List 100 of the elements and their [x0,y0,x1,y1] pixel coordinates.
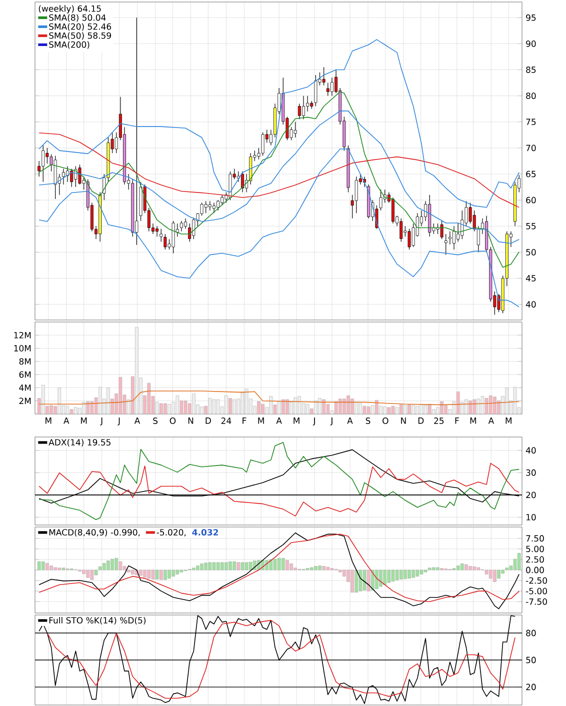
x-tick-label: M [294,418,300,424]
bar [216,562,220,570]
candlestick [444,234,448,256]
bar [236,562,240,570]
y-tick-label: 5.00 [526,546,544,552]
candlestick [66,166,70,182]
bar [404,405,407,414]
candlestick [135,17,138,246]
bar [493,396,496,414]
y-tick-label: 40 [526,447,536,454]
bar [517,552,521,570]
bar [168,570,171,579]
bar [395,570,399,580]
candlestick [298,103,301,120]
x-tick-label: O [382,418,388,424]
bar [326,566,330,570]
bar [444,405,448,414]
x-tick-label: S [153,418,158,424]
bar [354,402,358,414]
bar [460,564,464,570]
bar [269,396,273,414]
bar [184,400,188,414]
candlestick [322,66,326,86]
annotation: 4.032 [192,529,218,536]
x-tick-label: M [258,418,264,424]
candlestick [440,220,444,240]
candlestick [62,168,65,185]
x-tick-label: A [64,418,70,424]
candlestick [180,220,183,232]
bar [310,567,314,570]
candlestick [330,77,334,96]
y-tick-label: 0.00 [526,566,544,574]
bar [379,570,382,587]
bar [118,561,122,570]
bar [424,405,428,414]
candlestick [160,228,163,242]
bar [404,570,407,579]
candlestick [452,226,456,250]
bar [362,570,366,590]
candlestick [204,200,208,214]
bar [314,566,318,570]
bar [358,403,362,414]
candlestick [216,200,220,211]
y-tick-label: 80 [526,630,536,636]
bar [362,406,366,414]
bar [484,398,488,414]
bar [505,568,509,570]
bar [290,564,293,570]
bar [472,566,476,570]
legend-label: ADX(14) 19.55 [48,438,110,447]
annotation: SMA(200) [49,41,90,49]
bar [200,406,204,414]
y-tick-label: 50 [526,656,536,664]
y-tick-label: 70 [526,144,536,152]
bar [408,404,411,414]
y-tick-label: 10 [526,514,536,520]
y-tick-label: 80 [526,92,536,100]
bar [366,570,370,592]
bar [86,570,90,578]
x-tick-label: A [276,418,282,424]
bar [54,567,58,570]
bar [212,562,216,570]
candlestick [70,168,74,188]
x-tick-label: F [242,418,246,424]
candlestick [249,152,252,185]
x-tick-label: D [206,418,211,424]
bar [277,558,281,570]
x-tick-label: N [401,418,406,424]
bar [265,560,269,570]
x-tick-label: S [366,418,370,424]
bar [139,570,142,576]
bar [428,404,432,414]
bar [261,404,264,414]
bar [387,570,391,583]
y-tick-label: 75 [526,118,536,126]
x-tick-label: 25 [434,418,444,424]
bar [432,409,436,414]
candlestick [476,226,480,253]
candlestick [240,171,244,193]
line-series [38,110,520,244]
bar [513,386,517,414]
bar [106,388,110,414]
bar [172,570,175,576]
y-tick-label: -5.00 [526,588,547,594]
bar [408,570,411,579]
bar [383,570,387,585]
bar [342,398,346,414]
legend-label: MACD(8,40,9) -0.990, [49,528,140,537]
bar [338,570,342,572]
y-tick-label: 30 [526,469,536,476]
bar [208,562,212,570]
bar [298,396,302,414]
bar [281,558,285,570]
y-tick-label: 45 [526,275,536,282]
candlestick [379,189,382,211]
x-tick-label: M [470,418,476,424]
chart-title: (weekly) 64.15 [38,5,101,14]
bar [50,405,53,414]
bar [480,396,484,414]
bar [505,388,509,414]
